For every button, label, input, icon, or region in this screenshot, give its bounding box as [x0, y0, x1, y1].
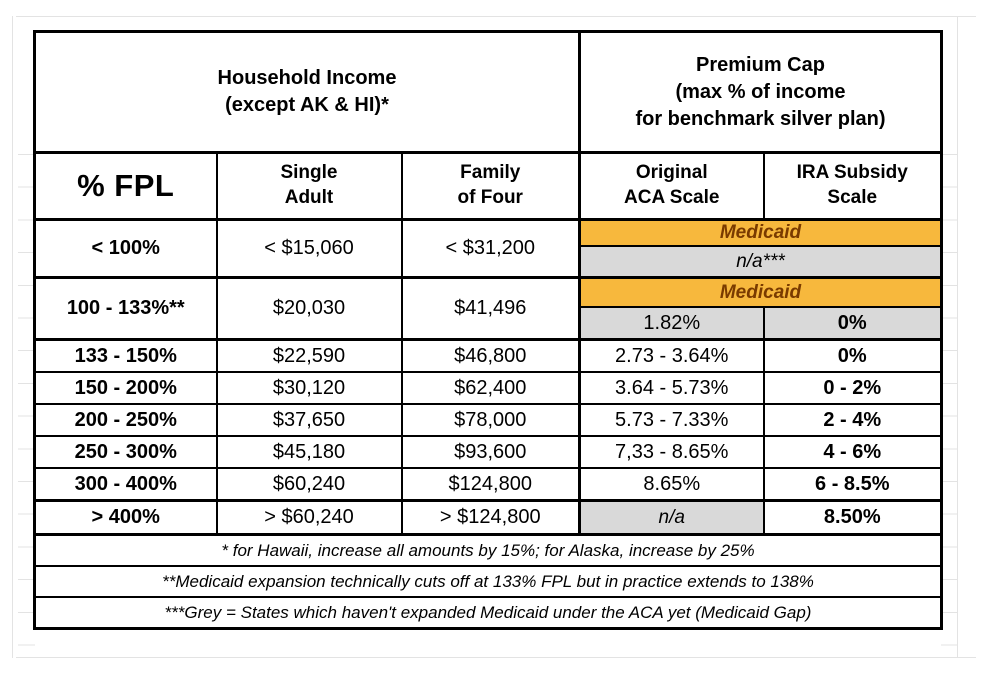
- family-of-four-cell: $93,600: [400, 435, 581, 469]
- sheet-gridline-top: [16, 16, 976, 17]
- original-aca-cell: 3.64 - 5.73%: [578, 371, 765, 405]
- single-adult-cell: $60,240: [215, 467, 403, 502]
- sheet-row-ticks-left: [18, 154, 35, 648]
- fpl-range-cell: > 400%: [33, 499, 218, 536]
- ira-subsidy-cell: 0%: [762, 306, 943, 341]
- single-adult-cell: < $15,060: [215, 218, 403, 279]
- table-subrow-100-133: 1.82% 0%: [35, 306, 943, 341]
- fpl-range-cell: 100 - 133%**: [33, 276, 218, 341]
- single-adult-cell: $22,590: [215, 338, 403, 373]
- footnote-row: **Medicaid expansion technically cuts of…: [33, 565, 943, 598]
- ira-subsidy-cell: 4 - 6%: [762, 435, 943, 469]
- ira-subsidy-cell: 2 - 4%: [762, 403, 943, 437]
- fpl-range-cell: < 100%: [33, 218, 218, 279]
- table-row-133-150: 133 - 150% $22,590 $46,800 2.73 - 3.64% …: [33, 338, 943, 373]
- table-row-200-250: 200 - 250% $37,650 $78,000 5.73 - 7.33% …: [33, 403, 943, 437]
- column-header-row: % FPL Single Adult Family of Four Origin…: [33, 151, 943, 221]
- footnote-medicaid-gap: ***Grey = States which haven't expanded …: [33, 596, 943, 630]
- original-aca-cell: 5.73 - 7.33%: [578, 403, 765, 437]
- single-adult-cell: $45,180: [215, 435, 403, 469]
- household-income-group-header: Household Income (except AK & HI)*: [33, 30, 581, 154]
- original-aca-cell: 2.73 - 3.64%: [578, 338, 765, 373]
- single-adult-cell: $20,030: [215, 276, 403, 341]
- footnote-row: ***Grey = States which haven't expanded …: [33, 596, 943, 630]
- ira-subsidy-cell: 0%: [762, 338, 943, 373]
- aca-subsidy-table: Household Income (except AK & HI)* Premi…: [33, 30, 944, 630]
- fpl-range-cell: 200 - 250%: [33, 403, 218, 437]
- table-row-300-400: 300 - 400% $60,240 $124,800 8.65% 6 - 8.…: [33, 467, 943, 502]
- medicaid-band: Medicaid: [577, 276, 943, 308]
- na-merged-cell: n/a***: [577, 245, 943, 279]
- original-aca-cell: 1.82%: [578, 306, 765, 341]
- sheet-gridline-left: [12, 16, 13, 658]
- footnote-hawaii-alaska: * for Hawaii, increase all amounts by 15…: [33, 533, 943, 567]
- table-row-100-133: 100 - 133%** $20,030 $41,496 Medicaid: [33, 276, 943, 341]
- fpl-range-cell: 250 - 300%: [33, 435, 218, 469]
- single-adult-cell: > $60,240: [215, 499, 403, 536]
- table-row-under-100: < 100% < $15,060 < $31,200 Medicaid: [33, 218, 943, 279]
- medicaid-band: Medicaid: [577, 218, 943, 247]
- family-of-four-column-header: Family of Four: [400, 151, 581, 221]
- ira-subsidy-cell: 0 - 2%: [762, 371, 943, 405]
- original-aca-cell: 8.65%: [578, 467, 765, 502]
- sheet-gridline-bottom: [16, 657, 976, 658]
- fpl-range-cell: 300 - 400%: [33, 467, 218, 502]
- group-header-row: Household Income (except AK & HI)* Premi…: [33, 30, 943, 154]
- na-cell: n/a: [578, 499, 765, 536]
- single-adult-cell: $30,120: [215, 371, 403, 405]
- table-row-over-400: > 400% > $60,240 > $124,800 n/a 8.50%: [33, 499, 943, 536]
- fpl-range-cell: 150 - 200%: [33, 371, 218, 405]
- family-of-four-cell: $78,000: [400, 403, 581, 437]
- single-adult-column-header: Single Adult: [215, 151, 403, 221]
- footnote-row: * for Hawaii, increase all amounts by 15…: [33, 533, 943, 567]
- fpl-range-cell: 133 - 150%: [33, 338, 218, 373]
- family-of-four-cell: $46,800: [400, 338, 581, 373]
- family-of-four-cell: $124,800: [400, 467, 581, 502]
- family-of-four-cell: $62,400: [400, 371, 581, 405]
- original-aca-cell: 7,33 - 8.65%: [578, 435, 765, 469]
- fpl-column-header: % FPL: [33, 151, 218, 221]
- original-aca-column-header: Original ACA Scale: [578, 151, 765, 221]
- table-subrow-under-100: n/a***: [35, 245, 943, 279]
- premium-cap-group-header: Premium Cap (max % of income for benchma…: [577, 30, 943, 154]
- family-of-four-cell: > $124,800: [400, 499, 581, 536]
- footnote-medicaid-expansion: **Medicaid expansion technically cuts of…: [33, 565, 943, 598]
- single-adult-cell: $37,650: [215, 403, 403, 437]
- family-of-four-cell: $41,496: [400, 276, 581, 341]
- table-row-150-200: 150 - 200% $30,120 $62,400 3.64 - 5.73% …: [33, 371, 943, 405]
- sheet-row-ticks-right: [941, 154, 958, 648]
- family-of-four-cell: < $31,200: [400, 218, 581, 279]
- ira-subsidy-cell: 6 - 8.5%: [762, 467, 943, 502]
- ira-subsidy-column-header: IRA Subsidy Scale: [762, 151, 943, 221]
- table-row-250-300: 250 - 300% $45,180 $93,600 7,33 - 8.65% …: [33, 435, 943, 469]
- ira-subsidy-cell: 8.50%: [762, 499, 943, 536]
